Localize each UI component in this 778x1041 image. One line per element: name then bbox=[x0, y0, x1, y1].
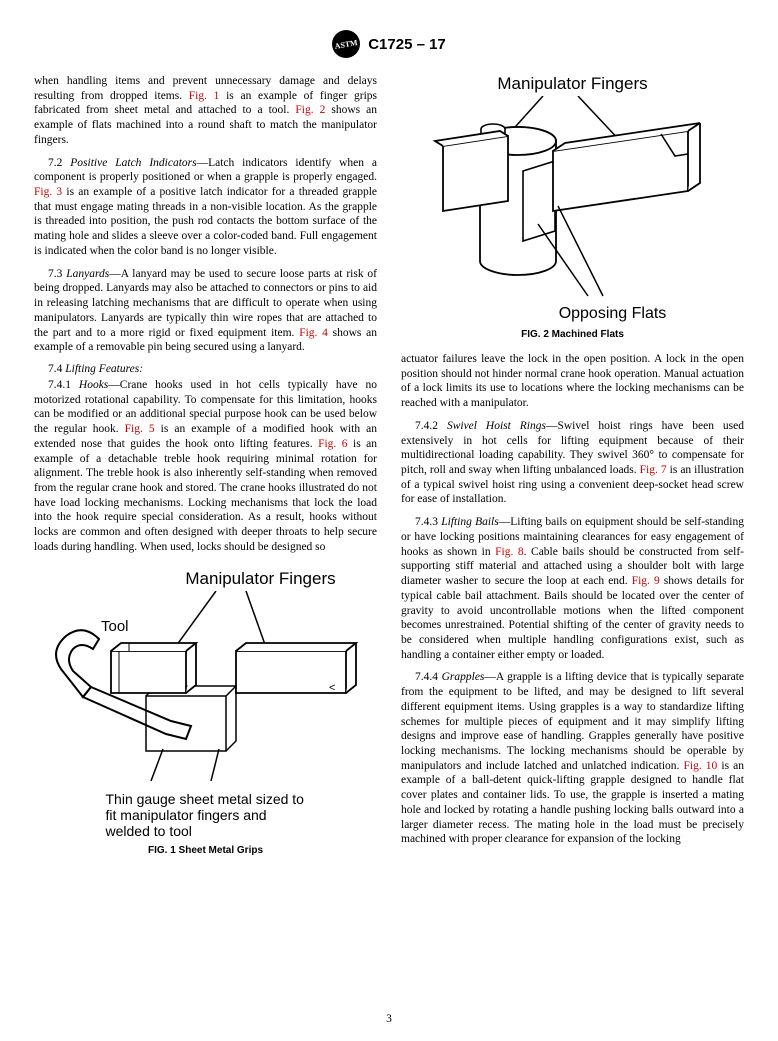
figure-2: Manipulator Fingers bbox=[401, 74, 744, 340]
right-column: Manipulator Fingers bbox=[401, 74, 744, 868]
num: 7.2 bbox=[48, 157, 70, 169]
fig2-label-flats: Opposing Flats bbox=[481, 305, 744, 323]
title: Lanyards bbox=[66, 268, 109, 280]
fig1-label-fingers: Manipulator Fingers bbox=[144, 569, 377, 589]
num: 7.4 bbox=[48, 363, 65, 375]
num: 7.3 bbox=[48, 268, 66, 280]
fig2-ref: Fig. 2 bbox=[295, 104, 325, 116]
text: —A grapple is a lifting device that is t… bbox=[401, 671, 744, 771]
fig2-label-fingers: Manipulator Fingers bbox=[401, 74, 744, 94]
text: actuator failures leave the lock in the … bbox=[401, 353, 744, 409]
text: is an example of a positive latch indica… bbox=[34, 186, 377, 257]
title: Lifting Features: bbox=[65, 363, 143, 375]
fig1-label-bottom: Thin gauge sheet metal sized to fit mani… bbox=[106, 791, 306, 839]
title: Lifting Bails bbox=[441, 516, 499, 528]
fig1-label-tool: Tool bbox=[101, 618, 129, 635]
text: is an example of a detachable treble hoo… bbox=[34, 438, 377, 553]
continuation-para: actuator failures leave the lock in the … bbox=[401, 352, 744, 411]
svg-text:<: < bbox=[329, 682, 335, 694]
num: 7.4.2 bbox=[415, 420, 447, 432]
para-opening: when handling items and prevent unnecess… bbox=[34, 74, 377, 148]
two-column-layout: when handling items and prevent unnecess… bbox=[34, 74, 744, 868]
fig7-ref: Fig. 7 bbox=[640, 464, 667, 476]
section-7-2: 7.2 Positive Latch Indicators—Latch indi… bbox=[34, 156, 377, 259]
text: shows details for typical cable bail att… bbox=[401, 575, 744, 661]
astm-logo: ASTM bbox=[330, 28, 362, 60]
section-7-4-3: 7.4.3 Lifting Bails—Lifting bails on equ… bbox=[401, 515, 744, 662]
section-7-4-1: 7.4.1 Hooks—Crane hooks used in hot cell… bbox=[34, 378, 377, 555]
fig4-ref: Fig. 4 bbox=[299, 327, 328, 339]
section-7-4-4: 7.4.4 Grapples—A grapple is a lifting de… bbox=[401, 670, 744, 847]
fig10-ref: Fig. 10 bbox=[683, 760, 717, 772]
fig8-ref: Fig. 8 bbox=[495, 546, 524, 558]
num: 7.4.1 bbox=[48, 379, 79, 391]
num: 7.4.3 bbox=[415, 516, 441, 528]
title: Hooks bbox=[79, 379, 108, 391]
section-7-4-2: 7.4.2 Swivel Hoist Rings—Swivel hoist ri… bbox=[401, 419, 744, 507]
fig1-diagram: Tool < bbox=[51, 591, 361, 791]
fig2-diagram bbox=[423, 96, 723, 311]
page-number: 3 bbox=[386, 1013, 392, 1025]
left-column: when handling items and prevent unnecess… bbox=[34, 74, 377, 868]
figure-1: Manipulator Fingers Tool bbox=[34, 569, 377, 856]
num: 7.4.4 bbox=[415, 671, 442, 683]
text: is an example of a ball-detent quick-lif… bbox=[401, 760, 744, 846]
page-header: ASTM C1725 – 17 bbox=[34, 30, 744, 58]
title: Swivel Hoist Rings bbox=[447, 420, 546, 432]
fig6-ref: Fig. 6 bbox=[318, 438, 347, 450]
title: Positive Latch Indicators bbox=[70, 157, 196, 169]
fig1-ref: Fig. 1 bbox=[189, 90, 220, 102]
section-7-3: 7.3 Lanyards—A lanyard may be used to se… bbox=[34, 267, 377, 355]
title: Grapples bbox=[442, 671, 485, 683]
fig5-ref: Fig. 5 bbox=[125, 423, 155, 435]
document-id: C1725 – 17 bbox=[368, 36, 446, 53]
fig2-caption: FIG. 2 Machined Flats bbox=[401, 329, 744, 340]
section-7-4-heading: 7.4 Lifting Features: bbox=[34, 363, 377, 375]
fig9-ref: Fig. 9 bbox=[632, 575, 660, 587]
fig1-caption: FIG. 1 Sheet Metal Grips bbox=[34, 845, 377, 856]
fig3-ref: Fig. 3 bbox=[34, 186, 62, 198]
